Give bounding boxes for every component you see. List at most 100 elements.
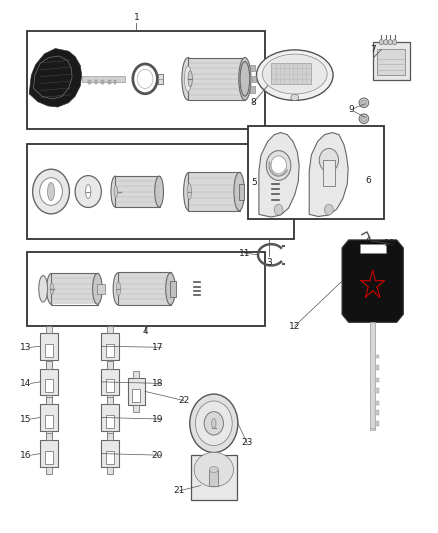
Ellipse shape — [360, 100, 366, 106]
Ellipse shape — [92, 273, 102, 304]
Bar — [40, 440, 57, 467]
Bar — [374, 365, 378, 370]
Ellipse shape — [187, 71, 192, 87]
Bar — [188, 172, 239, 211]
Bar — [133, 405, 139, 412]
Bar — [107, 467, 113, 474]
Ellipse shape — [47, 182, 54, 200]
Bar — [46, 326, 52, 333]
Bar — [101, 80, 104, 84]
Bar — [107, 395, 113, 402]
Bar — [27, 252, 265, 326]
Circle shape — [39, 177, 62, 205]
Circle shape — [195, 401, 232, 446]
Bar — [107, 361, 113, 368]
Circle shape — [137, 69, 152, 88]
Bar — [101, 440, 119, 467]
Ellipse shape — [113, 273, 123, 305]
Bar — [101, 368, 119, 395]
Ellipse shape — [262, 54, 326, 94]
Bar — [374, 377, 378, 382]
Polygon shape — [258, 133, 298, 217]
Text: 21: 21 — [173, 486, 184, 495]
Bar — [46, 360, 52, 367]
Circle shape — [266, 151, 290, 180]
Bar — [247, 126, 383, 219]
Ellipse shape — [233, 172, 244, 211]
Ellipse shape — [290, 94, 298, 101]
Text: 3: 3 — [265, 258, 271, 266]
Bar — [27, 31, 265, 130]
Circle shape — [318, 149, 338, 172]
Bar — [45, 451, 53, 464]
Ellipse shape — [358, 98, 368, 108]
Ellipse shape — [194, 453, 233, 487]
Ellipse shape — [111, 176, 120, 207]
Polygon shape — [322, 160, 334, 185]
Ellipse shape — [39, 276, 47, 302]
Circle shape — [133, 64, 157, 94]
Text: 14: 14 — [20, 379, 32, 388]
Bar — [46, 431, 52, 438]
Circle shape — [75, 175, 101, 207]
Text: 6: 6 — [364, 176, 370, 185]
Ellipse shape — [187, 183, 191, 199]
Bar — [118, 273, 170, 305]
Bar — [188, 172, 239, 211]
Ellipse shape — [256, 50, 332, 100]
Ellipse shape — [184, 66, 191, 92]
Bar — [115, 175, 159, 207]
Bar — [106, 379, 114, 392]
Bar — [374, 409, 378, 415]
Circle shape — [204, 411, 223, 435]
Ellipse shape — [209, 466, 218, 473]
Bar — [40, 404, 57, 431]
Bar — [170, 281, 175, 297]
Text: 15: 15 — [20, 415, 32, 424]
Bar — [107, 433, 113, 440]
Bar — [45, 415, 53, 428]
Bar — [51, 273, 98, 305]
Bar — [359, 244, 385, 253]
Circle shape — [270, 156, 286, 175]
Bar — [40, 333, 57, 360]
Text: 7: 7 — [370, 45, 375, 54]
Bar — [107, 397, 113, 404]
Bar — [101, 404, 119, 431]
Text: 18: 18 — [151, 379, 163, 388]
Bar — [45, 379, 53, 392]
Bar — [101, 333, 119, 360]
Bar — [46, 467, 52, 474]
Polygon shape — [341, 240, 403, 322]
Text: 20: 20 — [151, 451, 162, 460]
Bar — [209, 470, 218, 486]
Bar — [46, 395, 52, 402]
Text: 12: 12 — [289, 321, 300, 330]
Bar — [369, 322, 374, 429]
Ellipse shape — [116, 282, 120, 296]
Text: 5: 5 — [251, 178, 257, 187]
Text: 8: 8 — [250, 98, 255, 107]
Text: 13: 13 — [20, 343, 32, 352]
Bar — [187, 58, 244, 100]
Circle shape — [189, 394, 237, 453]
Text: 17: 17 — [151, 343, 163, 352]
Bar — [158, 74, 163, 84]
Ellipse shape — [240, 62, 249, 96]
Bar — [372, 42, 409, 80]
Bar — [46, 361, 52, 368]
Polygon shape — [29, 49, 81, 107]
Text: 4: 4 — [142, 327, 148, 336]
Ellipse shape — [46, 273, 56, 304]
Ellipse shape — [181, 58, 194, 100]
Ellipse shape — [183, 172, 194, 211]
Bar — [191, 455, 236, 500]
Bar — [374, 421, 378, 426]
Bar — [133, 370, 139, 378]
Bar — [374, 401, 378, 405]
Ellipse shape — [154, 176, 163, 207]
Circle shape — [378, 39, 383, 45]
Bar — [250, 86, 254, 93]
Bar — [106, 344, 114, 357]
Ellipse shape — [238, 58, 251, 100]
